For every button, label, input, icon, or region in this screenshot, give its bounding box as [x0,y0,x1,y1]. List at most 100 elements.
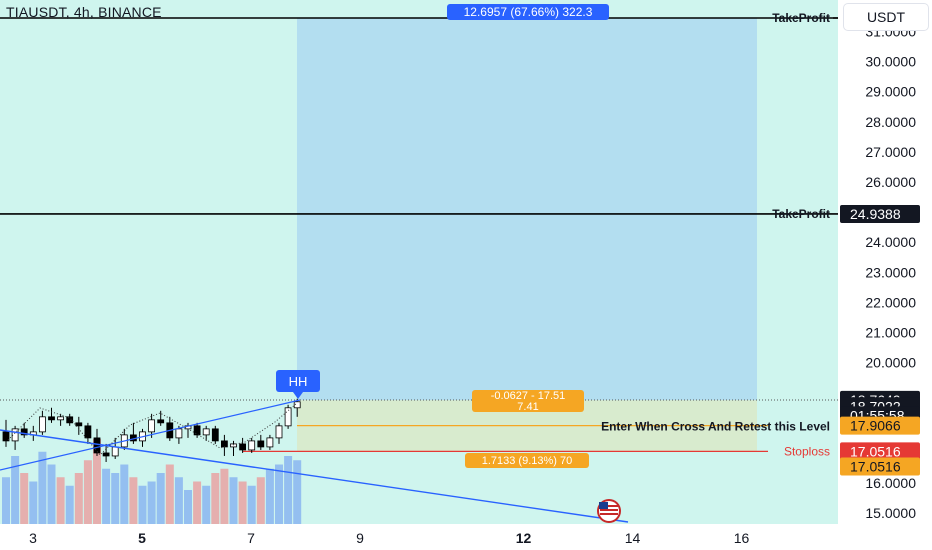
entry-label-line2: 7.41 [517,401,538,413]
candle-body [66,416,74,424]
trend-lines [0,399,629,523]
candle-body [202,428,210,436]
volume-bar [238,481,247,524]
volume-bar [202,485,211,524]
candle-body [193,425,201,436]
entry-label-line1: -0.0627 - 17.51 [491,390,566,402]
zigzag-path [7,402,298,456]
candle-body [239,443,247,451]
y-tick-label: 27.0000 [865,144,916,160]
volume-bar [111,473,120,524]
y-tick-label: 20.0000 [865,355,916,371]
currency-button[interactable]: USDT [844,4,928,30]
volume-bar [174,477,183,524]
entry-label-box [472,390,584,412]
x-tick-label: 5 [138,530,146,546]
volume-bar [284,456,293,524]
candle-body [148,419,156,433]
stop-label-box [465,453,589,468]
y-tick-label: 21.0000 [865,325,916,341]
price-tag-6: 17.0516 [850,443,901,459]
volume-bar [138,485,147,524]
price-tag-bg [840,457,920,476]
candle-body [257,440,265,448]
volume-bar [120,464,129,524]
volume-bar [165,464,174,524]
rising-trendline [0,399,301,471]
candle-body [293,401,301,409]
flag-canton [599,502,608,509]
volume-bar [211,473,220,524]
candle-body [2,431,10,442]
volume-bar [65,485,74,524]
volume-bar [256,477,265,524]
volume-bar [129,477,138,524]
volume-bar [93,439,101,524]
position-zones [297,18,757,452]
candle-body [39,416,46,433]
candle-body [57,416,64,421]
volume-bar [83,460,92,524]
y-tick-label: 24.0000 [865,234,916,250]
candle-body [93,437,101,454]
candle-body [266,437,274,448]
x-tick-label: 12 [516,530,532,546]
volume-bar [275,464,283,524]
y-tick-label: 16.0000 [865,475,916,491]
candle-body [175,428,183,439]
candle-body [284,407,292,427]
y-tick-label: 22.0000 [865,294,916,310]
falling-trendline [0,429,629,523]
candle-body [275,425,283,439]
takeprofit-label-1: TakeProfit [772,11,830,25]
entry-level-label: Enter When Cross And Retest this Level [601,420,830,434]
us-flag-icon [597,499,621,523]
volume-bar [102,468,111,524]
level-lines [0,17,838,453]
candles [2,398,301,462]
price-tag-bg [840,442,920,461]
volume-bar [265,468,274,524]
price-tags: 24.938818.764918.702201:55:5817.906617.0… [840,204,920,476]
hh-badge-pointer [293,392,303,399]
x-tick-label: 7 [247,530,255,546]
chart-labels: HH 12.6957 (67.66%) 322.3 -0.0627 - 17.517… [276,4,838,523]
stop-label: 1.7133 (9.13%) 70 [482,455,573,467]
y-tick-label: 29.0000 [865,84,916,100]
volume-bar [20,473,29,524]
volume-bar [38,451,47,524]
y-tick-label: 30.0000 [865,54,916,70]
candle-body [157,419,165,424]
stoploss-label: Stoploss [784,444,830,458]
candle-body [211,428,219,442]
x-tick-label: 16 [734,530,750,546]
x-tick-label: 9 [356,530,364,546]
volume-bar [47,464,56,524]
volume-bar [229,477,238,524]
hh-badge [276,370,320,392]
volume-bar [56,477,65,524]
candle-body [75,422,83,427]
volume-bar [193,481,202,524]
target-label: 12.6957 (67.66%) 322.3 [464,5,593,19]
candle-body [48,416,55,421]
price-tag-1: 24.9388 [850,206,901,222]
volume-bar [247,485,256,524]
volume-bar [220,468,229,524]
candle-body [102,452,110,457]
y-tick-label: 26.0000 [865,174,916,190]
candle-body [20,428,28,436]
target-label-box [447,4,609,20]
takeprofit-label-2: TakeProfit [772,207,830,221]
volume-bars [2,439,302,524]
time-axis-bg [0,524,838,550]
price-tag-5: 17.9066 [850,418,901,434]
candle-body [248,440,256,451]
price-tag-bg [840,204,920,223]
volume-bar [2,477,10,524]
profit-zone [297,18,757,401]
candle-body [220,440,228,448]
candle-body [11,428,19,442]
